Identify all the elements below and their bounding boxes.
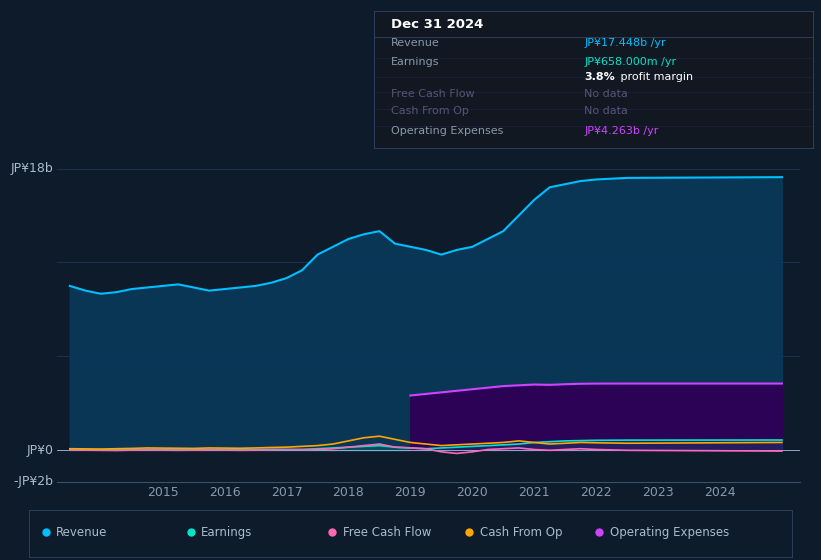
Text: JP¥658.000m /yr: JP¥658.000m /yr xyxy=(585,57,677,67)
Text: JP¥4.263b /yr: JP¥4.263b /yr xyxy=(585,125,658,136)
Text: Cash From Op: Cash From Op xyxy=(480,526,562,539)
Text: Cash From Op: Cash From Op xyxy=(391,106,469,116)
Text: Operating Expenses: Operating Expenses xyxy=(391,125,503,136)
Text: No data: No data xyxy=(585,106,628,116)
Text: 3.8%: 3.8% xyxy=(585,72,615,82)
Text: Revenue: Revenue xyxy=(391,38,440,48)
Text: Earnings: Earnings xyxy=(391,57,439,67)
Text: Free Cash Flow: Free Cash Flow xyxy=(391,88,475,99)
Text: profit margin: profit margin xyxy=(617,72,694,82)
Text: Earnings: Earnings xyxy=(201,526,253,539)
Text: Dec 31 2024: Dec 31 2024 xyxy=(391,18,484,31)
Text: No data: No data xyxy=(585,88,628,99)
Text: JP¥17.448b /yr: JP¥17.448b /yr xyxy=(585,38,666,48)
Text: -JP¥2b: -JP¥2b xyxy=(14,475,53,488)
Text: Operating Expenses: Operating Expenses xyxy=(610,526,729,539)
Text: Revenue: Revenue xyxy=(56,526,108,539)
Text: JP¥18b: JP¥18b xyxy=(11,162,53,175)
Text: JP¥0: JP¥0 xyxy=(27,444,53,457)
Text: Free Cash Flow: Free Cash Flow xyxy=(342,526,431,539)
